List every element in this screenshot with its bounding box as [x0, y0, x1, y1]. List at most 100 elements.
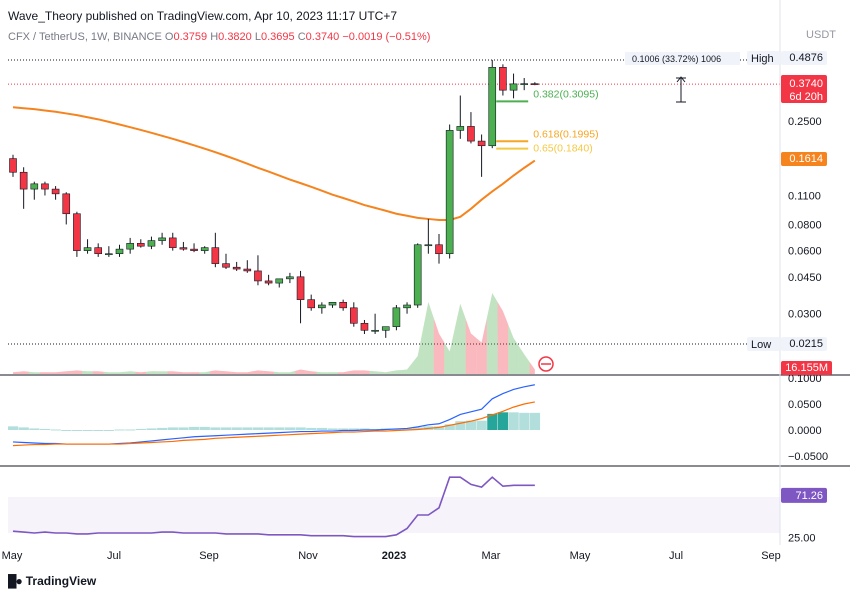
volume-area	[476, 317, 487, 374]
low-label-bg	[747, 337, 780, 351]
candle-body	[158, 237, 166, 241]
high-value: 0.3820	[218, 31, 252, 43]
macd-histogram-bar	[61, 430, 72, 431]
macd-histogram-bar	[306, 427, 317, 430]
volume-area	[263, 370, 274, 374]
macd-histogram-bar	[359, 428, 370, 430]
macd-histogram-bar	[274, 427, 285, 430]
volume-area	[391, 369, 402, 374]
volume-area	[156, 371, 168, 374]
publisher-line: Wave_Theory published on TradingView.com…	[8, 9, 398, 23]
volume-area	[28, 371, 40, 374]
candle-body	[30, 183, 39, 190]
volume-tag-bg	[781, 361, 832, 375]
macd-histogram-bar	[402, 428, 413, 430]
volume-area	[178, 371, 189, 374]
signal-line	[12, 401, 535, 447]
close-key: C	[297, 31, 306, 43]
candle-body	[126, 243, 134, 250]
rsi-tag: 71.26	[795, 490, 823, 502]
volume-area	[18, 371, 29, 374]
volume-area	[465, 318, 477, 374]
candle-body	[392, 307, 401, 328]
volume-area	[114, 371, 125, 374]
candle-body	[254, 270, 262, 282]
candle-body	[94, 247, 102, 255]
fib-label: 0.382(0.3095)	[533, 88, 598, 100]
price-tick: 0.2500	[788, 116, 822, 128]
macd-pane	[8, 384, 541, 447]
macd-histogram-bar	[178, 427, 189, 430]
volume-area	[508, 324, 519, 374]
volume-area	[518, 346, 530, 374]
volume-area	[124, 371, 136, 374]
macd-histogram-bar	[93, 430, 104, 431]
open-key: O	[164, 31, 174, 43]
candle-body	[531, 83, 539, 85]
measure-box	[625, 52, 740, 65]
macd-tick: −0.0500	[788, 451, 828, 463]
volume-area	[220, 370, 232, 374]
measure-arrowhead	[676, 76, 686, 83]
volume-area	[135, 371, 147, 374]
rsi-line	[12, 476, 535, 538]
macd-histogram-bar	[71, 430, 83, 431]
volume-area	[327, 372, 338, 374]
candle-body	[339, 302, 347, 309]
price-tick: 0.1100	[788, 190, 821, 202]
high-label-bg	[747, 51, 780, 65]
symbol-ohlc: CFX / TetherUS, 1W, BINANCE O0.3759 H0.3…	[8, 31, 430, 43]
candle-body	[200, 247, 209, 251]
macd-histogram-bar	[295, 427, 306, 430]
candle-body	[179, 247, 188, 250]
high-value: 0.4876	[789, 52, 823, 64]
change-value: −0.0019 (−0.51%)	[342, 31, 431, 43]
volume-area	[380, 371, 392, 374]
candle-body	[147, 240, 156, 247]
volume-area	[231, 371, 242, 374]
candle-body	[435, 244, 443, 255]
macd-histogram-bar	[18, 427, 29, 430]
candle-body	[360, 322, 369, 331]
macd-histogram-bar	[29, 428, 40, 430]
candle-body	[307, 299, 316, 309]
price-tag: 0.3740	[789, 78, 823, 90]
volume-area	[210, 370, 221, 374]
time-tick: Sep	[199, 550, 219, 562]
time-tick: May	[570, 550, 591, 562]
candle-body	[499, 67, 507, 91]
volume-area	[273, 371, 285, 374]
time-tick: Jul	[107, 550, 121, 562]
volume-tag: 16.155M	[785, 362, 828, 374]
price-tick: 0.0300	[788, 309, 822, 321]
macd-tick: 0.1000	[788, 373, 822, 385]
volume-area	[241, 371, 253, 374]
macd-histogram-bar	[125, 429, 136, 431]
candle-body	[222, 263, 230, 268]
candle-body	[190, 248, 198, 251]
macd-histogram-bar	[252, 427, 264, 430]
close-value: 0.3740	[305, 31, 340, 43]
macd-histogram-bar	[508, 412, 519, 430]
macd-histogram-bar	[316, 427, 328, 430]
symbol-name: CFX / TetherUS, 1W, BINANCE	[8, 31, 162, 43]
candle-body	[318, 304, 326, 309]
volume-area	[92, 371, 104, 374]
fib-label: 0.618(0.1995)	[533, 128, 598, 140]
volume-area	[433, 317, 445, 374]
macd-histogram-bar	[210, 427, 221, 430]
macd-histogram-bar	[157, 427, 168, 430]
volume-area	[167, 371, 179, 374]
volume-area	[423, 302, 434, 374]
candle-body	[211, 247, 220, 264]
macd-histogram-bar	[50, 429, 61, 431]
macd-histogram-bar	[338, 428, 349, 430]
candle-body	[424, 244, 433, 247]
open-value: 0.3759	[173, 31, 208, 43]
low-value: 0.0215	[789, 338, 823, 350]
volume-area	[284, 370, 296, 374]
macd-histogram-bar	[82, 430, 93, 431]
volume-area	[359, 370, 370, 374]
volume-area	[529, 361, 535, 374]
ema-tag: 0.1614	[789, 153, 823, 165]
